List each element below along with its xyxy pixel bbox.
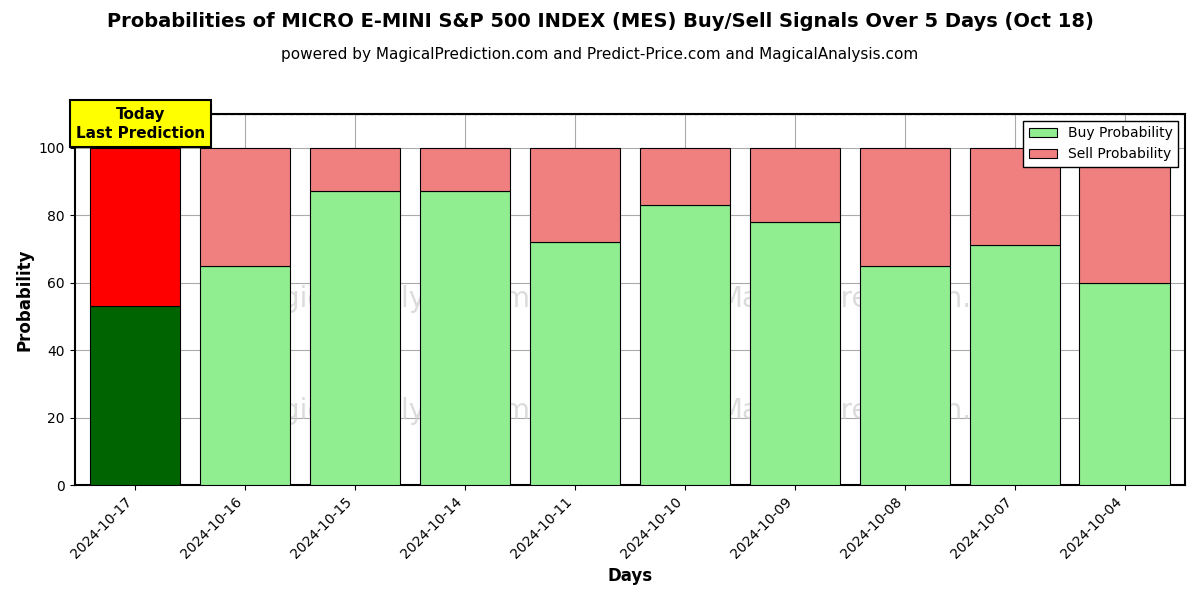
Bar (529, 148, 620, 242)
Bar (200, 148, 290, 266)
Text: Probabilities of MICRO E-MINI S&P 500 INDEX (MES) Buy/Sell Signals Over 5 Days (: Probabilities of MICRO E-MINI S&P 500 IN… (107, 12, 1093, 31)
Text: MagicalPrediction.com: MagicalPrediction.com (718, 286, 1031, 313)
Bar (90, 306, 180, 485)
Bar (310, 191, 400, 485)
Bar (750, 222, 840, 485)
Bar (200, 266, 290, 485)
Bar (750, 148, 840, 222)
Y-axis label: Probability: Probability (16, 248, 34, 351)
Bar (859, 148, 949, 266)
Bar (1080, 283, 1170, 485)
Bar (859, 266, 949, 485)
Bar (970, 245, 1060, 485)
Bar (90, 148, 180, 306)
Bar (970, 148, 1060, 245)
Text: MagicalPrediction.com: MagicalPrediction.com (718, 397, 1031, 425)
X-axis label: Days: Days (607, 567, 653, 585)
Bar (529, 242, 620, 485)
Text: MagicalAnalysis.com: MagicalAnalysis.com (241, 397, 530, 425)
Bar (420, 191, 510, 485)
Bar (640, 148, 730, 205)
Text: MagicalAnalysis.com: MagicalAnalysis.com (241, 286, 530, 313)
Text: powered by MagicalPrediction.com and Predict-Price.com and MagicalAnalysis.com: powered by MagicalPrediction.com and Pre… (281, 46, 919, 61)
Bar (1080, 148, 1170, 283)
Bar (640, 205, 730, 485)
Bar (310, 148, 400, 191)
Legend: Buy Probability, Sell Probability: Buy Probability, Sell Probability (1024, 121, 1178, 167)
Bar (420, 148, 510, 191)
Text: Today
Last Prediction: Today Last Prediction (76, 107, 205, 142)
